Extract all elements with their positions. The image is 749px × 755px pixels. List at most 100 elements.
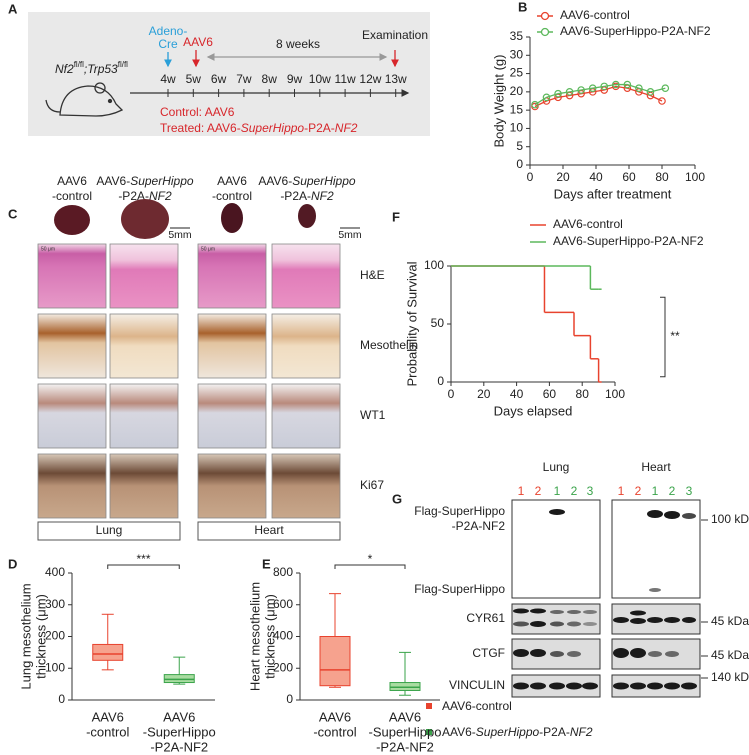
control-label: Control: AAV6 [160, 105, 235, 119]
text-part: -P2A- [539, 725, 570, 739]
x-tick-label: 100 [605, 387, 625, 401]
organ-label: Lung [96, 523, 123, 537]
tissue-image [37, 313, 107, 379]
panel-label: G [392, 491, 402, 506]
marker-ticks [701, 519, 708, 679]
lane-number: 2 [535, 484, 542, 498]
column-header: AAV6-SuperHippo [258, 174, 355, 188]
tissue-image [109, 453, 179, 519]
tissue-image [197, 313, 267, 379]
x-tick-label: 0 [527, 170, 534, 184]
blot-label: Flag-SuperHippo [414, 504, 505, 518]
blot-label: VINCULIN [449, 678, 505, 692]
tissue-image [271, 313, 341, 379]
significance-label: * [368, 552, 373, 566]
mouse-icon [45, 82, 124, 117]
panel-label: E [262, 556, 271, 571]
tissue-image [37, 243, 107, 309]
x-category-label: -SuperHippo [369, 724, 442, 739]
y-tick-label: 400 [273, 629, 293, 643]
genotype-part: fl/fl [118, 60, 128, 69]
data-point [588, 84, 597, 93]
organ-box [197, 521, 341, 541]
lane-number: 1 [518, 484, 525, 498]
text-part: AAV6 [217, 174, 247, 188]
legend-label: AAV6-control [553, 217, 623, 231]
significance-bracket [660, 296, 666, 378]
box [92, 643, 124, 661]
column-header: AAV6 [57, 174, 87, 188]
y-tick-label: 200 [273, 660, 293, 674]
significance-bracket [107, 564, 180, 569]
micro-scale-label: 50 μm [41, 246, 55, 252]
text-part: AAV6 [57, 174, 87, 188]
y-tick-label: 30 [510, 47, 524, 61]
data-point [658, 97, 666, 105]
x-category-label: -control [313, 724, 356, 739]
y-tick-label: 100 [45, 660, 65, 674]
x-tick-label: 20 [477, 387, 491, 401]
genotype: Nf2fl/fl;Trp53fl/fl [55, 60, 128, 76]
data-point [577, 86, 585, 94]
y-tick-label: 200 [45, 629, 65, 643]
organ [54, 205, 90, 235]
text-part: SuperHippo [292, 174, 356, 188]
text-part: NF2 [335, 121, 358, 135]
tissue-image [109, 383, 179, 449]
timepoint-label: 9w [287, 72, 303, 86]
y-tick-label: 600 [273, 597, 293, 611]
text-part: AAV6- [258, 174, 292, 188]
lane-number: 2 [669, 484, 676, 498]
injection-label: AAV6 [183, 35, 213, 49]
significance-label: ** [670, 329, 680, 343]
lane-number: 3 [587, 484, 594, 498]
x-tick-label: 80 [655, 170, 669, 184]
x-tick-label: 60 [622, 170, 636, 184]
x-category-label: AAV6 [163, 709, 195, 724]
y-axis-label: Body Weight (g) [491, 55, 506, 148]
data-point [531, 100, 539, 109]
text-part: NF2 [149, 189, 172, 203]
significance-label: *** [136, 552, 150, 566]
x-category-label: -control [86, 724, 129, 739]
blot-label: -P2A-NF2 [452, 519, 506, 533]
data-point [565, 88, 574, 96]
text-part: NF2 [311, 189, 334, 203]
interval-label: 8 weeks [276, 37, 320, 51]
panel-label: D [8, 556, 17, 571]
tissue-image [37, 453, 107, 519]
panel-label: A [8, 1, 18, 16]
text-part: AAV6- [442, 725, 476, 739]
data-point [554, 89, 562, 98]
blots [511, 499, 701, 698]
data-point [623, 80, 632, 89]
legend-swatch [426, 703, 432, 709]
timepoint-label: 12w [359, 72, 381, 86]
x-category-label: -P2A-NF2 [150, 739, 208, 754]
legend-label: AAV6-control [442, 699, 512, 713]
timepoint-label: 7w [236, 72, 252, 86]
stain-label: Ki67 [360, 478, 384, 492]
mw-label: 45 kDa [711, 648, 749, 662]
tissue-image [271, 383, 341, 449]
y-tick-label: 25 [510, 66, 524, 80]
series-line [534, 83, 666, 106]
y-tick-label: 5 [516, 139, 523, 153]
timepoint-label: 8w [262, 72, 278, 86]
stain-label: Mesothelin [360, 338, 418, 352]
legend-swatch [426, 729, 432, 735]
mw-label: 45 kDa [711, 614, 749, 628]
y-axis-label: Heart mesothelium [247, 582, 262, 691]
x-tick-label: 40 [589, 170, 603, 184]
organ-label: Lung [543, 460, 570, 474]
stain-label: WT1 [360, 408, 386, 422]
data-point [542, 93, 551, 102]
genotype-part: ;Trp53 [84, 62, 118, 76]
column-header: -control [52, 189, 92, 203]
y-axis-label: Lung mesothelium [18, 583, 33, 689]
x-tick-label: 60 [543, 387, 557, 401]
data-point [611, 80, 620, 89]
